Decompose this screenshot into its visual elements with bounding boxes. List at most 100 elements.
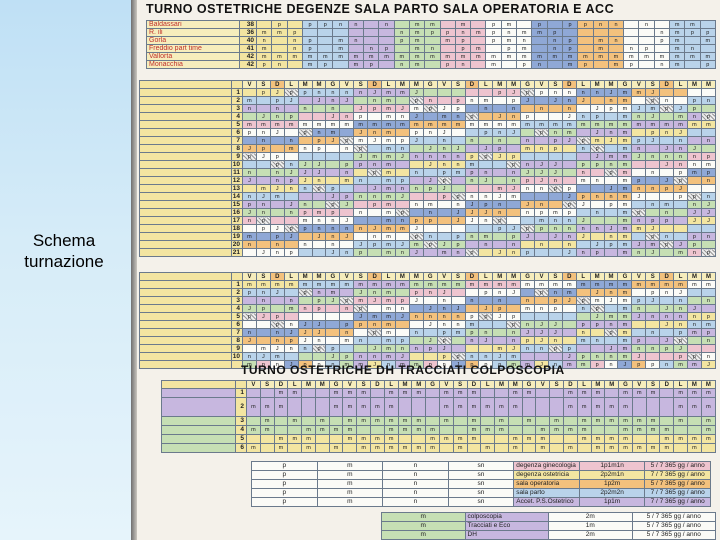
shift-cell — [603, 112, 619, 121]
shift-cell: J — [394, 152, 410, 161]
shift-cell: m — [255, 184, 271, 193]
shift-cell: m — [669, 20, 686, 29]
shift-cell — [242, 320, 257, 329]
shift-cell — [700, 184, 717, 193]
shift-cell — [631, 160, 647, 169]
shift-cell: J — [520, 232, 536, 241]
shift-cell: J — [283, 328, 299, 337]
shift-cell: m — [617, 184, 633, 193]
shift-cell: m — [356, 434, 372, 444]
shift-cell: n — [353, 352, 369, 361]
shift-cell — [546, 20, 563, 29]
shift-cell — [603, 176, 619, 185]
shift-cell — [645, 304, 661, 313]
shift-cell: m — [618, 425, 633, 435]
shift-cell — [436, 200, 452, 209]
shift-cell — [687, 416, 702, 426]
shift-cell: n — [478, 104, 494, 113]
shift-cell: n — [492, 208, 508, 217]
caption-line-2: turnazione — [24, 252, 104, 271]
shift-cell: m — [381, 104, 396, 113]
day-header: S — [547, 80, 563, 89]
shift-cell: n — [531, 60, 548, 69]
shift-cell: J — [311, 168, 327, 177]
shift-cell: m — [317, 52, 334, 61]
shift-cell — [673, 224, 688, 233]
shift-cell: m — [450, 120, 466, 129]
shift-cell: n — [339, 112, 355, 121]
shift-cell — [561, 304, 577, 313]
shift-cell — [286, 20, 303, 29]
shift-cell — [424, 36, 441, 45]
shift-cell — [464, 104, 480, 113]
shift-cell: n — [589, 336, 605, 345]
legend-code: sn — [447, 479, 515, 489]
shift-cell: m — [283, 144, 299, 153]
shift-cell: J — [631, 240, 647, 249]
shift-cell: m — [242, 96, 257, 105]
shift-cell — [534, 96, 549, 105]
shift-cell — [506, 144, 522, 153]
shift-cell: n — [659, 288, 675, 297]
shift-cell: n — [520, 320, 536, 329]
shift-cell: m — [381, 88, 396, 97]
shift-cell: J — [492, 112, 508, 121]
row-label — [161, 425, 236, 435]
shift-cell: n — [500, 28, 518, 37]
shift-cell: n — [589, 352, 605, 361]
shift-cell — [561, 176, 577, 185]
shift-cell: J — [297, 160, 313, 169]
shift-cell — [283, 104, 299, 113]
shift-cell — [645, 397, 661, 417]
shift-cell: p — [394, 208, 410, 217]
shift-cell: p — [485, 36, 502, 45]
shift-cell — [576, 443, 592, 453]
shift-cell — [301, 28, 319, 37]
day-header: V — [242, 80, 257, 89]
shift-cell — [259, 388, 275, 398]
shift-cell — [325, 320, 341, 329]
day-header: D — [466, 380, 482, 389]
day-header: S — [356, 380, 372, 389]
shift-cell: m — [577, 52, 594, 61]
shift-cell: m — [370, 397, 385, 417]
shift-cell — [521, 425, 537, 435]
shift-cell — [561, 152, 577, 161]
shift-cell: m — [342, 425, 358, 435]
shift-cell — [631, 320, 647, 329]
shift-cell: m — [617, 344, 633, 353]
shift-cell: m — [464, 120, 480, 129]
shift-cell: m — [438, 388, 454, 398]
shift-cell — [470, 20, 487, 29]
shift-cell — [631, 200, 647, 209]
shift-cell — [561, 320, 577, 329]
shift-cell: m — [242, 280, 257, 289]
row-number: 5 — [235, 434, 247, 444]
shift-cell — [342, 443, 358, 453]
shift-cell: m — [255, 28, 273, 37]
shift-cell: m — [659, 280, 675, 289]
shift-cell: m — [618, 443, 633, 453]
shift-cell: p — [271, 20, 288, 29]
shift-cell — [408, 352, 424, 361]
shift-cell: m — [516, 52, 533, 61]
shift-cell: m — [492, 120, 508, 129]
shift-cell: J — [631, 152, 647, 161]
shift-cell — [521, 443, 537, 453]
row-label — [161, 397, 236, 417]
shift-cell: p — [561, 344, 577, 353]
shift-cell — [700, 344, 717, 353]
shift-cell — [549, 388, 564, 398]
shift-cell — [397, 434, 413, 444]
shift-cell: n — [367, 192, 383, 201]
day-header: D — [269, 80, 285, 89]
shift-cell: n — [673, 136, 688, 145]
day-header: G — [617, 80, 633, 89]
shift-cell: m — [381, 200, 396, 209]
row-label — [139, 336, 232, 345]
shift-cell — [575, 152, 591, 161]
shift-cell: m — [408, 240, 424, 249]
day-header: V — [631, 380, 647, 389]
shift-cell: m — [531, 52, 548, 61]
